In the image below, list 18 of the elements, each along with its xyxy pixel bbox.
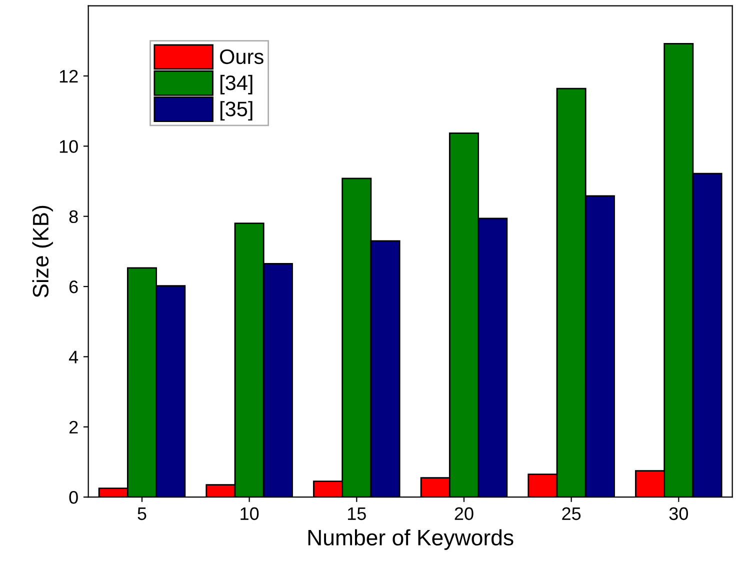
y-tick-label: 2 [69,420,78,434]
x-tick-label: 30 [669,507,688,520]
legend-label: [34] [220,74,252,94]
x-tick-label: 5 [138,507,146,520]
legend-label: [35] [220,101,252,120]
y-tick-label: 0 [69,491,78,504]
legend-label: Ours [220,49,264,64]
y-tick-label: 6 [69,280,78,294]
x-tick-label: 20 [454,507,474,520]
x-tick-label: 25 [562,507,581,520]
x-tick-label: 10 [240,507,259,520]
y-tick-label: 12 [60,70,78,83]
x-tick-label: 15 [348,507,366,520]
x-axis-title: Number of Keywords [308,529,514,550]
y-axis-title: Size (KB) [32,206,53,298]
y-tick-label: 10 [60,140,78,153]
y-tick-label: 8 [69,210,78,224]
y-tick-label: 4 [68,350,78,364]
